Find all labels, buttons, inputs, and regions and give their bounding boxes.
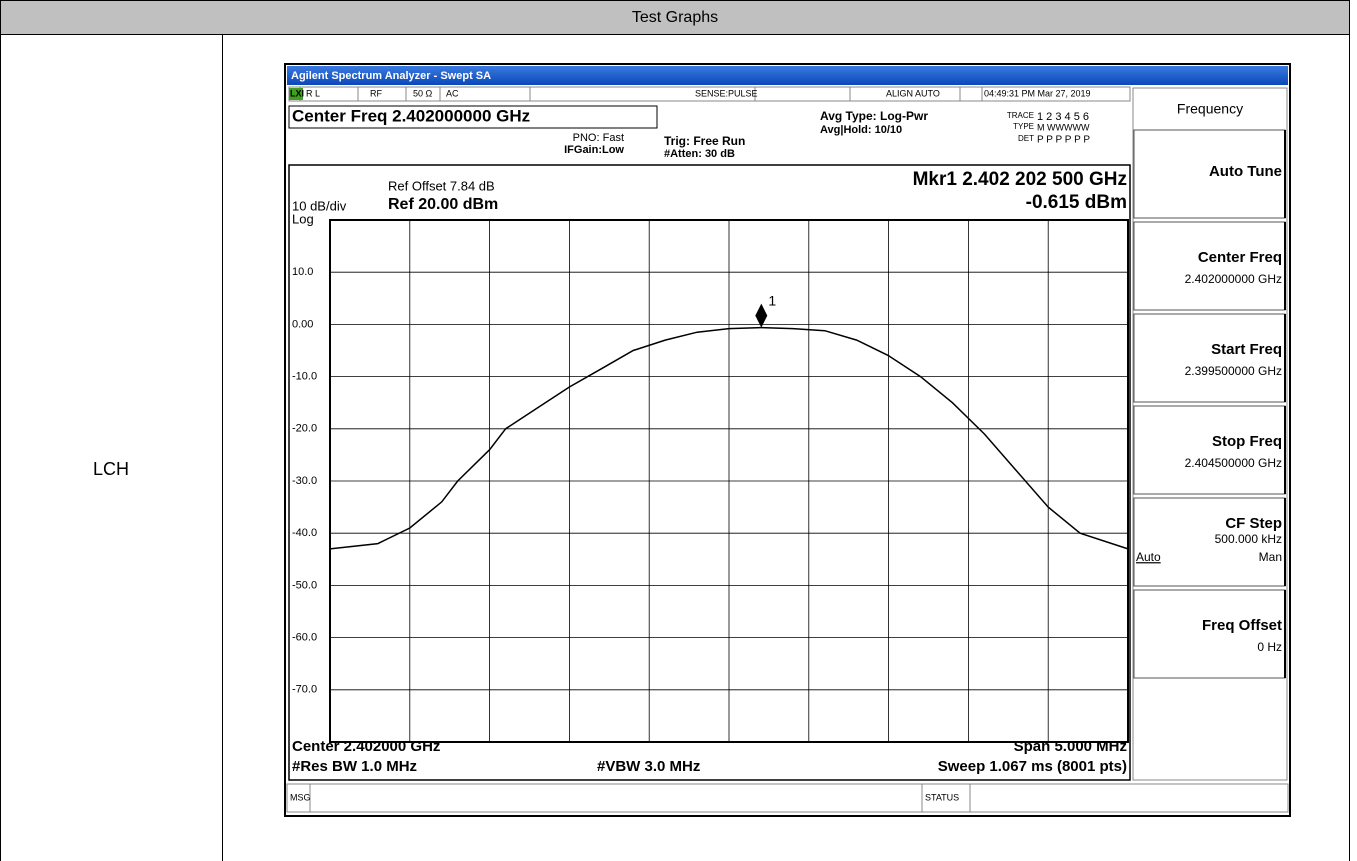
button-value: 2.402000000 GHz [1185,272,1282,286]
message-bar [286,783,1289,813]
avg-hold: Avg|Hold: 10/10 [820,124,902,136]
button-label: CF Step [1225,515,1282,532]
avg-type: Avg Type: Log-Pwr [820,109,928,123]
y-tick-label: 10.0 [292,266,313,278]
menu-button[interactable] [1133,589,1286,679]
status-item: AC [446,88,459,98]
det-label: DET [1018,134,1034,143]
det: P P P P P P [1037,135,1090,146]
y-tick-label: 0.00 [292,318,313,330]
center-freq-box [288,105,658,129]
marker [755,303,768,328]
menu-button[interactable] [1133,221,1286,311]
plot-area [329,219,1129,743]
rbw-label: #Res BW 1.0 MHz [292,758,417,775]
atten: #Atten: 30 dB [664,148,735,160]
status: STATUS [925,792,959,802]
y-tick-label: -60.0 [292,632,317,644]
status-item: ALIGN AUTO [886,88,940,98]
marker-freq: Mkr1 2.402 202 500 GHz [913,169,1127,190]
option: Auto [1136,550,1161,564]
msg: MSG [290,792,311,802]
trace: 1 2 3 4 5 6 [1037,111,1089,123]
ifgain: IFGain:Low [564,144,624,156]
status-item: LXI [290,88,304,98]
button-value: 500.000 kHz [1215,532,1282,546]
vbw-label: #VBW 3.0 MHz [597,758,700,775]
menu-button[interactable] [1133,313,1286,403]
y-tick-label: -20.0 [292,423,317,435]
ref-level: Ref 20.00 dBm [388,196,498,213]
status-item: RF [370,88,382,98]
button-value: 0 Hz [1257,640,1282,654]
type: M WWWWW [1037,122,1090,132]
button-label: Auto Tune [1209,163,1282,180]
status-item: 50 Ω [413,88,433,98]
button-label: Center Freq [1198,249,1282,266]
window-title: Agilent Spectrum Analyzer - Swept SA [291,70,491,82]
display-box [288,164,1131,781]
y-tick-label: -70.0 [292,684,317,696]
y-tick-label: -40.0 [292,527,317,539]
trig: Trig: Free Run [664,134,745,148]
type-label: TYPE [1013,122,1034,131]
title-bar [287,66,1288,85]
header-title: Test Graphs [632,9,718,26]
marker-label: 1 [768,292,776,308]
status-item: 04:49:31 PM Mar 27, 2019 [984,88,1091,98]
status-item: R L [306,88,320,98]
span-label: Span 5.000 MHz [1014,738,1127,755]
marker-level: -0.615 dBm [1026,192,1127,213]
button-label: Freq Offset [1202,617,1282,634]
lxi-badge [289,88,303,100]
trace [329,326,1129,550]
center-label: Center 2.402000 GHz [292,738,440,755]
y-tick-label: -50.0 [292,579,317,591]
ref-offset: Ref Offset 7.84 dB [388,178,495,193]
button-label: Stop Freq [1212,433,1282,450]
button-label: Start Freq [1211,341,1282,358]
scale-type: Log [292,211,314,226]
menu-button[interactable] [1133,129,1286,219]
button-value: 2.399500000 GHz [1185,364,1282,378]
row-label: LCH [93,459,129,479]
scale: 10 dB/div [292,198,347,213]
button-value: 2.404500000 GHz [1185,456,1282,470]
option: Man [1259,550,1282,564]
pno: PNO: Fast [573,132,624,144]
trace-label: TRACE [1007,111,1034,120]
y-tick-label: -30.0 [292,475,317,487]
status-item: SENSE:PULSE [695,88,758,98]
sweep-label: Sweep 1.067 ms (8001 pts) [938,758,1127,775]
menu-button[interactable] [1133,405,1286,495]
menu-title: Frequency [1177,101,1243,117]
header-row [0,0,1350,35]
menu-button[interactable] [1133,497,1286,587]
y-tick-label: -10.0 [292,371,317,383]
center-freq: Center Freq 2.402000000 GHz [292,106,530,125]
